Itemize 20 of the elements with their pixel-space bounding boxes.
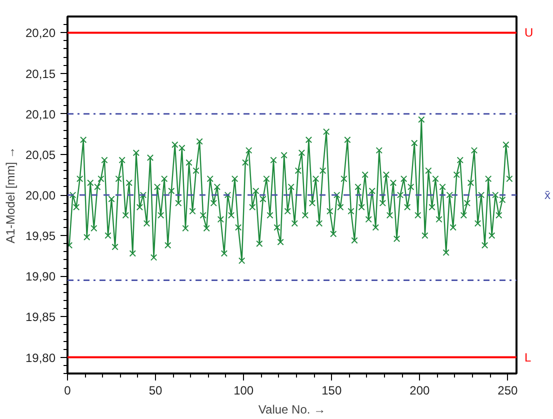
y-tick-label: 20,00 (25, 188, 56, 202)
x-tick-label: 250 (498, 384, 518, 398)
y-tick-label: 20,15 (25, 66, 56, 81)
y-tick-label: 19,90 (25, 270, 56, 284)
ref-line-label: x̄ (544, 188, 550, 202)
x-tick-label: 200 (410, 384, 430, 398)
y-tick-label: 20,10 (25, 107, 56, 122)
x-tick-label: 100 (234, 384, 254, 398)
y-tick-label: 19,85 (25, 310, 56, 324)
ref-line-label: L (524, 350, 532, 364)
y-tick-label: 19,80 (25, 350, 56, 365)
y-axis-title: A1-Model [mm] → (3, 146, 18, 244)
x-axis-title: Value No. → (258, 402, 326, 416)
y-tick-label: 20,05 (25, 148, 56, 162)
ref-line-label: U (524, 26, 534, 40)
x-tick-label: 0 (64, 384, 72, 398)
y-tick-label: 20,20 (25, 26, 56, 40)
x-tick-label: 50 (148, 384, 163, 398)
x-tick-label: 150 (322, 384, 342, 398)
y-tick-label: 19,95 (25, 229, 56, 244)
